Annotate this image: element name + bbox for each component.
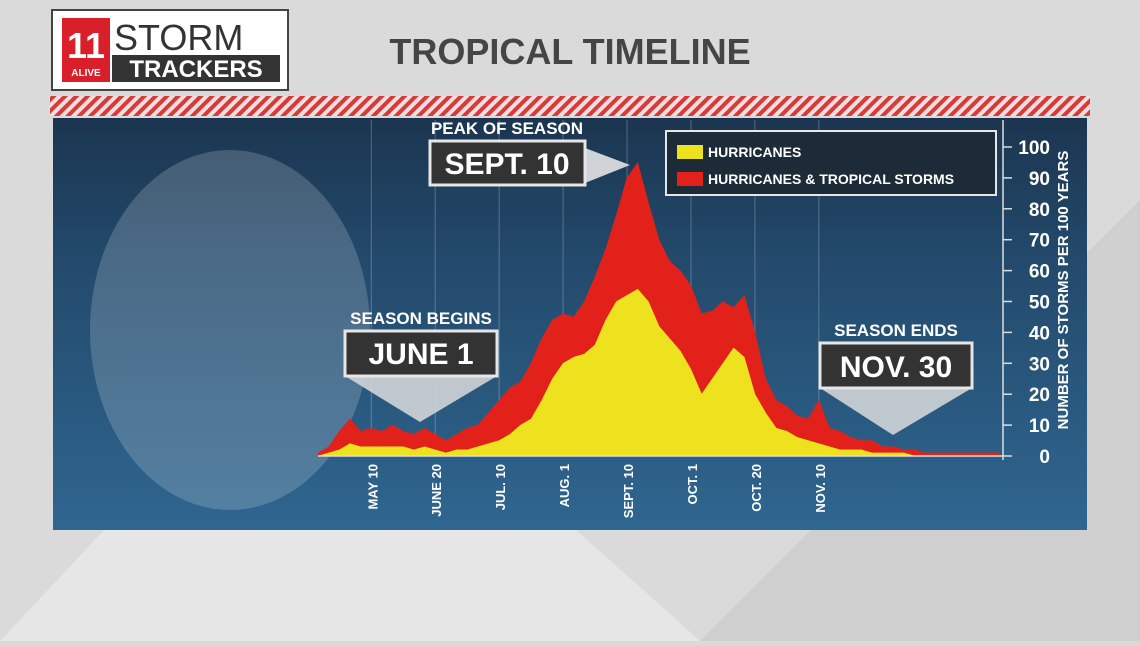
y-axis-label: NUMBER OF STORMS PER 100 YEARS [1055,151,1072,430]
annotation-date: SEPT. 10 [444,148,569,181]
y-tick-label: 70 [1029,231,1050,252]
legend-swatch [677,172,703,186]
area [317,288,1000,457]
y-tick-label: 40 [1029,323,1050,344]
annotation-label: PEAK OF SEASON [431,119,583,138]
y-tick-label: 80 [1029,200,1050,221]
plot [317,120,1001,457]
legend-swatch [677,145,703,159]
y-tick-label: 60 [1029,262,1050,283]
arrow [820,388,972,435]
logo-band [112,55,280,82]
title: TROPICAL TIMELINE [389,31,750,72]
legend-label: HURRICANES [708,144,801,160]
annotation-date: JUNE 1 [368,338,473,371]
x-tick-label: NOV. 10 [813,464,828,513]
logo-line1: STORM [114,17,243,58]
y-tick-label: 100 [1018,138,1050,159]
logo-line2: TRACKERS [129,56,262,83]
x-tick-label: OCT. 1 [685,464,700,504]
y-tick-label: 90 [1029,169,1050,190]
y-tick-label: 30 [1029,354,1050,375]
logo-number: 11 [67,25,105,66]
annotation-label: SEASON ENDS [834,321,958,340]
x-tick-label: OCT. 20 [749,464,764,512]
swirl [90,150,370,510]
logo-badge [62,18,110,82]
y-tick-label: 20 [1029,385,1050,406]
y-tick-label: 0 [1039,447,1050,468]
y-tick-label: 50 [1029,293,1050,314]
x-tick-label: MAY 10 [365,464,380,510]
area [317,161,1001,457]
stripe [50,96,1090,116]
legend [665,130,997,196]
logo-station: ALIVE [71,68,101,79]
arrow [345,376,497,422]
legend-label: HURRICANES & TROPICAL STORMS [708,171,954,187]
annotation-box [818,341,974,390]
y-tick-label: 10 [1029,416,1050,437]
arrow [585,148,630,183]
x-tick-label: AUG. 1 [557,464,572,507]
annotation-label: SEASON BEGINS [350,309,492,328]
x-tick-label: JUNE 20 [429,464,444,517]
annotation-date: NOV. 30 [840,351,952,384]
annotation-box [343,329,499,378]
annotation-box [428,139,587,187]
x-tick-label: SEPT. 10 [621,464,636,518]
x-tick-label: JUL. 10 [493,464,508,510]
